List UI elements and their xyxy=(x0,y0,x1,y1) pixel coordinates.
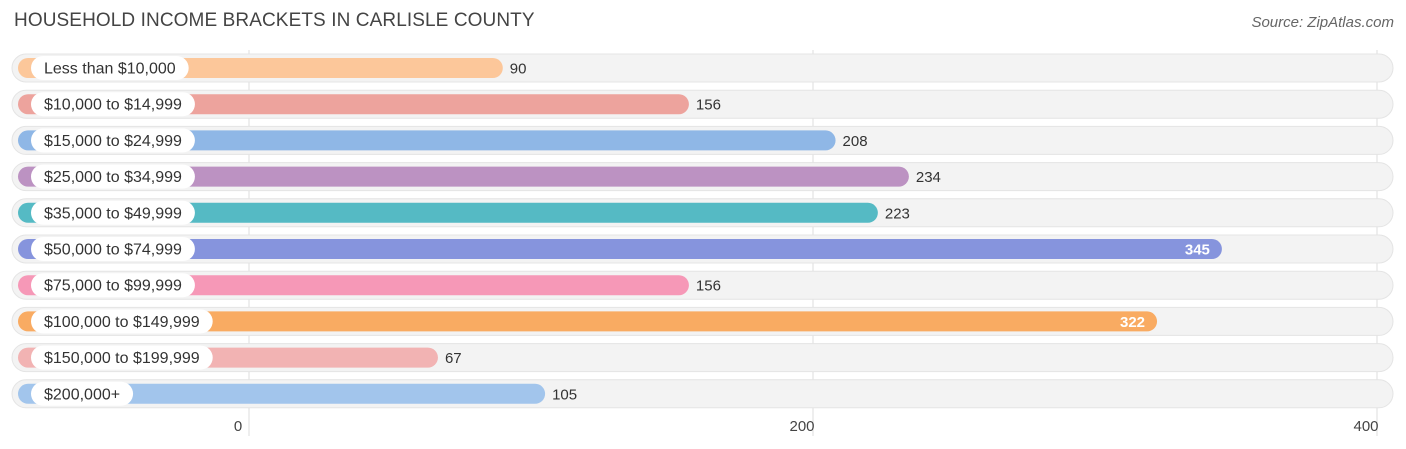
category-label: $10,000 to $14,999 xyxy=(44,97,182,114)
value-label: 67 xyxy=(445,350,462,367)
category-label: $150,000 to $199,999 xyxy=(44,350,200,367)
bar xyxy=(18,311,1158,332)
bar-row: $150,000 to $199,999 67 xyxy=(11,343,1394,373)
category-pill xyxy=(31,237,195,261)
value-label: 208 xyxy=(843,133,868,150)
bar xyxy=(18,130,836,151)
x-tick-label: 400 xyxy=(1353,418,1378,435)
category-label: $15,000 to $24,999 xyxy=(44,133,182,150)
bar-row: $75,000 to $99,999 156 xyxy=(11,270,1394,300)
value-label: 156 xyxy=(696,278,721,295)
category-pill xyxy=(31,381,134,406)
bar-row: $10,000 to $14,999 156 xyxy=(11,89,1394,119)
category-pill xyxy=(31,56,189,80)
category-pill xyxy=(31,92,195,117)
category-pill xyxy=(31,164,195,189)
category-label: $100,000 to $149,999 xyxy=(44,314,200,331)
bar xyxy=(18,239,1222,259)
category-pill xyxy=(31,200,195,225)
value-label: 234 xyxy=(916,169,941,186)
x-tick-label: 200 xyxy=(789,418,814,435)
value-label: 322 xyxy=(1120,314,1145,331)
bar xyxy=(18,383,546,404)
category-label: $25,000 to $34,999 xyxy=(44,169,182,186)
bar-row: Less than $10,000 90 xyxy=(11,53,1394,83)
x-axis-ticks: 0 200 400 xyxy=(234,418,1379,435)
category-label: $200,000+ xyxy=(44,386,120,403)
bar-row: $200,000+ 105 xyxy=(11,379,1394,409)
bar-row: $25,000 to $34,999 234 xyxy=(11,162,1394,192)
category-pill xyxy=(31,309,213,334)
bar-row: $100,000 to $149,999 322 xyxy=(11,306,1394,336)
source-note: Source: ZipAtlas.com xyxy=(1251,14,1394,31)
bar-row: $15,000 to $24,999 208 xyxy=(11,125,1394,155)
category-label: $35,000 to $49,999 xyxy=(44,205,182,222)
x-tick-label: 0 xyxy=(234,418,242,435)
value-label: 223 xyxy=(885,205,910,222)
category-pill xyxy=(31,128,195,153)
chart-title: HOUSEHOLD INCOME BRACKETS IN CARLISLE CO… xyxy=(14,10,535,31)
category-label: $75,000 to $99,999 xyxy=(44,278,182,295)
bar xyxy=(18,166,909,187)
category-label: Less than $10,000 xyxy=(44,61,176,78)
category-label: $50,000 to $74,999 xyxy=(44,242,182,259)
value-label: 156 xyxy=(696,97,721,114)
category-pill xyxy=(31,345,213,370)
category-pill xyxy=(31,273,195,298)
bars: Less than $10,000 90 $10,000 to $14,999 156… xyxy=(11,53,1394,409)
value-label: 105 xyxy=(552,386,577,403)
bar-row: $35,000 to $49,999 223 xyxy=(11,198,1394,228)
value-label: 90 xyxy=(510,61,527,78)
bar-row: $50,000 to $74,999 345 xyxy=(11,234,1394,264)
bar xyxy=(18,202,878,223)
value-label: 345 xyxy=(1185,242,1210,259)
